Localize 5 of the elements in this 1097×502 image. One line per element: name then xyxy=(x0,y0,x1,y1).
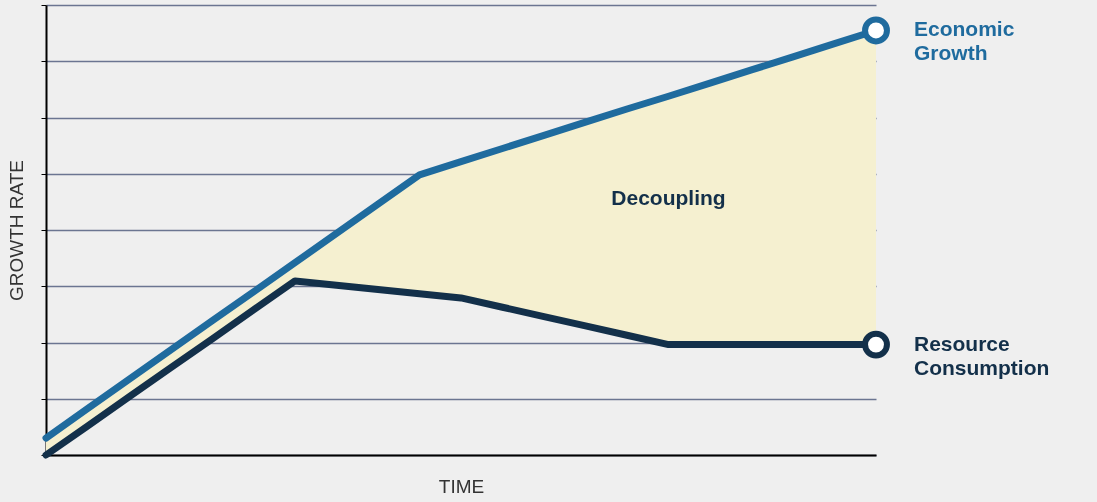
series-label: Resource Consumption xyxy=(914,331,1050,379)
y-axis-title: GROWTH RATE xyxy=(6,159,27,302)
series-label: Economic Growth xyxy=(914,17,1015,65)
x-axis-title: TIME xyxy=(438,475,485,497)
annotation: Decoupling xyxy=(611,186,726,210)
